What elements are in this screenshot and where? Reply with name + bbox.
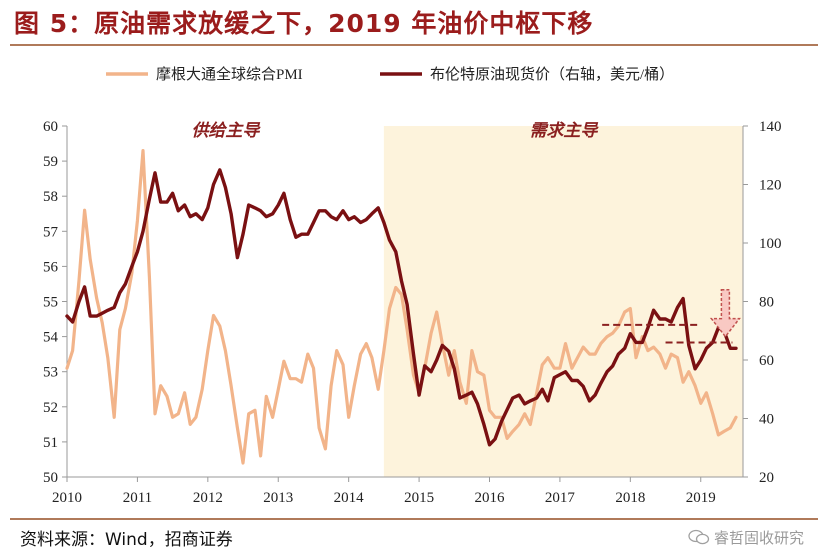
- x-tick-label: 2010: [52, 490, 82, 506]
- left-tick-label: 58: [43, 189, 58, 205]
- watermark-label: 睿哲固收研究: [713, 529, 804, 547]
- region-label: 供给主导: [191, 121, 261, 140]
- x-tick-label: 2018: [615, 490, 645, 506]
- right-tick-label: 20: [759, 470, 774, 486]
- left-tick-label: 60: [43, 119, 58, 135]
- legend-label-brent: 布伦特原油现货价（右轴，美元/桶）: [430, 66, 674, 83]
- x-tick-label: 2012: [193, 490, 223, 506]
- left-tick-label: 53: [43, 365, 58, 381]
- x-tick-label: 2019: [686, 490, 716, 506]
- left-tick-label: 59: [43, 154, 58, 170]
- wechat-icon: [688, 529, 710, 545]
- x-tick-label: 2017: [545, 490, 576, 506]
- left-tick-label: 56: [43, 259, 59, 275]
- footer-divider: [10, 518, 818, 520]
- left-tick-label: 52: [43, 400, 58, 416]
- region-label: 需求主导: [529, 121, 599, 140]
- legend-label-pmi: 摩根大通全球综合PMI: [156, 65, 303, 83]
- chart-plot: 供给主导 需求主导 50 51 52 53 54 55 56 57 58 59 60 20 40 60 80 10…: [43, 65, 782, 506]
- pmi-series-line: [65, 149, 738, 465]
- left-tick-label: 57: [43, 224, 59, 240]
- right-tick-label: 140: [759, 119, 782, 135]
- x-tick-label: 2014: [334, 490, 365, 506]
- watermark: 睿哲固收研究: [688, 527, 804, 548]
- region-shade: [383, 126, 743, 477]
- left-tick-label: 55: [43, 295, 58, 311]
- x-tick-label: 2016: [475, 490, 506, 506]
- right-tick-label: 80: [759, 295, 774, 311]
- x-tick-label: 2013: [263, 490, 293, 506]
- down-arrow-annotation: [709, 289, 741, 338]
- brent-series-line: [65, 168, 738, 447]
- right-tick-label: 60: [759, 353, 774, 369]
- right-tick-label: 120: [759, 178, 782, 194]
- left-tick-label: 50: [43, 470, 58, 486]
- source-note: 资料来源：Wind，招商证券: [20, 530, 233, 550]
- right-tick-label: 40: [759, 412, 774, 428]
- x-tick-label: 2015: [404, 490, 434, 506]
- right-tick-label: 100: [759, 236, 782, 252]
- title-divider: [10, 44, 818, 46]
- left-tick-label: 51: [43, 435, 58, 451]
- x-tick-label: 2011: [123, 490, 152, 506]
- chart-title: 图 5：原油需求放缓之下，2019 年油价中枢下移: [14, 9, 594, 38]
- left-tick-label: 54: [43, 330, 59, 346]
